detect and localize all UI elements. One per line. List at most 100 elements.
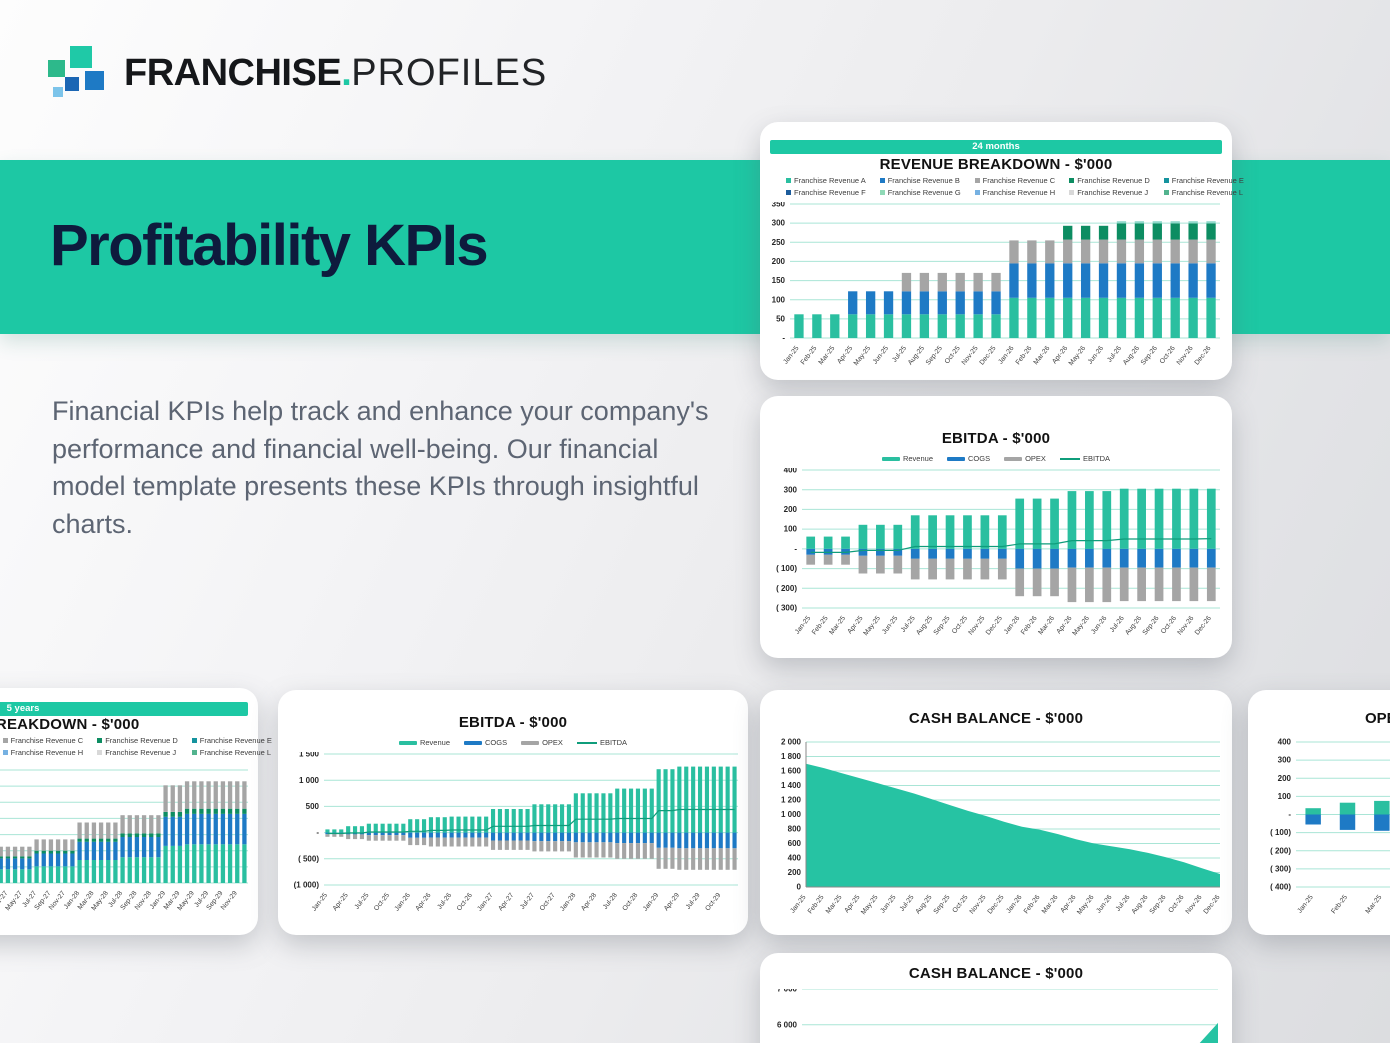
legend-item: Franchise Revenue H <box>0 748 83 757</box>
svg-text:350: 350 <box>772 202 786 209</box>
svg-text:( 100): ( 100) <box>776 564 797 573</box>
svg-text:Jan-26: Jan-26 <box>1003 615 1021 636</box>
legend-swatch <box>97 738 103 743</box>
svg-text:0: 0 <box>797 883 802 892</box>
svg-text:Apr-25: Apr-25 <box>843 894 861 915</box>
svg-text:Jul-25: Jul-25 <box>900 615 917 634</box>
period-badge-5-years: 5 years <box>0 702 248 716</box>
legend-swatch <box>879 190 885 195</box>
svg-text:Mar-26: Mar-26 <box>1037 615 1056 636</box>
svg-text:Jan-26: Jan-26 <box>1005 894 1023 915</box>
svg-text:Aug-26: Aug-26 <box>1124 615 1143 637</box>
svg-text:May-25: May-25 <box>860 894 880 916</box>
svg-text:800: 800 <box>788 825 802 834</box>
svg-text:Mar-25: Mar-25 <box>818 345 837 366</box>
svg-text:Feb-25: Feb-25 <box>800 345 819 366</box>
svg-text:500: 500 <box>306 802 320 811</box>
svg-text:Jul-27: Jul-27 <box>519 892 536 911</box>
svg-text:Jan-25: Jan-25 <box>1296 894 1314 915</box>
legend-swatch <box>879 178 885 183</box>
svg-text:Mar-25: Mar-25 <box>828 615 847 636</box>
card-ebitda-24m: EBITDA - $'000 Revenue COGS OPEX EBITDA … <box>760 396 1232 658</box>
svg-text:Oct-25: Oct-25 <box>951 894 969 915</box>
svg-text:Feb-26: Feb-26 <box>1015 345 1034 366</box>
legend-swatch <box>881 456 900 461</box>
card-revenue-breakdown-5y: 5 years REVENUE BREAKDOWN - $'000 Franch… <box>0 688 272 935</box>
svg-text:( 500): ( 500) <box>298 854 319 863</box>
svg-text:Jul-25: Jul-25 <box>899 894 916 913</box>
svg-text:Jul-29: Jul-29 <box>685 892 702 911</box>
svg-text:Oct-27: Oct-27 <box>539 892 557 913</box>
svg-text:1 200: 1 200 <box>781 796 802 805</box>
svg-text:Feb-26: Feb-26 <box>1023 894 1042 915</box>
svg-text:1 800: 1 800 <box>781 752 802 761</box>
legend-swatch <box>947 456 965 461</box>
svg-text:( 100): ( 100) <box>1270 828 1291 837</box>
chart-svg: 2 000 1 800 1 600 1 400 1 200 1 000 800 600 400 2… <box>781 738 1222 916</box>
svg-text:Apr-26: Apr-26 <box>414 892 432 913</box>
chart-canvas-ebitda-5y: 1 500 1 000 500-( 500) (1 000) Jan-25 Apr-25 J… <box>278 752 748 933</box>
svg-text:Apr-25: Apr-25 <box>836 345 854 366</box>
svg-text:May-26: May-26 <box>1072 615 1092 637</box>
svg-text:Dec-26: Dec-26 <box>1194 615 1213 637</box>
brand-word-bold: FRANCHISE <box>124 51 342 94</box>
svg-text:Oct-26: Oct-26 <box>456 892 474 913</box>
svg-text:Apr-29: Apr-29 <box>663 892 681 913</box>
svg-text:7 000: 7 000 <box>777 989 798 994</box>
period-badge-24-months: 24 months <box>770 140 1222 154</box>
svg-text:Dec-25: Dec-25 <box>985 615 1004 637</box>
intro-paragraph: Financial KPIs help track and enhance yo… <box>52 396 709 539</box>
svg-text:-: - <box>1288 810 1291 819</box>
chart-canvas-cash-balance-24m: 2 000 1 800 1 600 1 400 1 200 1 000 800 600 400 2… <box>760 736 1232 933</box>
svg-text:Feb-25: Feb-25 <box>1330 894 1349 915</box>
svg-text:( 300): ( 300) <box>776 604 797 613</box>
legend-item: EBITDA <box>1059 454 1110 463</box>
legend-swatch <box>2 750 8 755</box>
svg-text:( 300): ( 300) <box>1270 865 1291 874</box>
svg-text:Jul-26: Jul-26 <box>1106 345 1123 364</box>
legend-item: Franchise Revenue F <box>772 188 866 197</box>
svg-text:Jun-26: Jun-26 <box>1090 615 1108 636</box>
svg-text:Feb-25: Feb-25 <box>807 894 826 915</box>
logo-square-green <box>48 60 65 77</box>
svg-text:Aug-26: Aug-26 <box>1122 345 1141 367</box>
svg-text:1 000: 1 000 <box>781 810 802 819</box>
svg-text:Jan-25: Jan-25 <box>794 615 812 636</box>
svg-text:200: 200 <box>1278 774 1292 783</box>
page-title: Profitability KPIs <box>50 213 489 278</box>
svg-text:Jun-25: Jun-25 <box>879 894 897 915</box>
svg-text:Dec-25: Dec-25 <box>987 894 1006 916</box>
legend-item: Franchise Revenue E <box>178 736 272 745</box>
svg-text:Jul-26: Jul-26 <box>1109 615 1126 634</box>
chart-legend: Franchise Revenue A Franchise Revenue B … <box>0 736 272 757</box>
svg-text:Oct-25: Oct-25 <box>373 892 391 913</box>
svg-text:Jan-27: Jan-27 <box>476 892 494 913</box>
svg-text:Jan-25: Jan-25 <box>782 345 800 366</box>
svg-text:1 500: 1 500 <box>299 752 320 759</box>
legend-item: OPEX <box>521 738 563 747</box>
svg-text:300: 300 <box>784 485 798 494</box>
svg-text:May-26: May-26 <box>1076 894 1096 916</box>
svg-text:Sep-25: Sep-25 <box>933 894 952 916</box>
svg-text:Nov-25: Nov-25 <box>969 894 988 916</box>
legend-swatch <box>1059 457 1080 460</box>
svg-text:Nov-25: Nov-25 <box>967 615 986 637</box>
chart-canvas-operating: 400 300 200 100 - ( 100) ( 200) ( 300) ( 400) Jan… <box>1248 736 1390 933</box>
svg-text:Jul-28: Jul-28 <box>602 892 619 911</box>
legend-item: Franchise Revenue L <box>1150 188 1244 197</box>
svg-text:Jul-26: Jul-26 <box>1115 894 1132 913</box>
svg-text:6 000: 6 000 <box>777 1020 798 1029</box>
svg-text:Aug-25: Aug-25 <box>907 345 926 367</box>
legend-item: Franchise Revenue E <box>1150 176 1244 185</box>
legend-swatch <box>464 740 482 745</box>
legend-swatch <box>786 190 791 195</box>
svg-text:Jul-26: Jul-26 <box>436 892 453 911</box>
card-cash-balance-24m: CASH BALANCE - $'000 2 000 1 800 1 600 1 40… <box>760 690 1232 935</box>
svg-text:Oct-26: Oct-26 <box>1167 894 1185 915</box>
chart-legend: Revenue COGS OPEX EBITDA <box>290 738 736 747</box>
svg-text:May-25: May-25 <box>853 345 873 367</box>
svg-text:Oct-29: Oct-29 <box>704 892 722 913</box>
